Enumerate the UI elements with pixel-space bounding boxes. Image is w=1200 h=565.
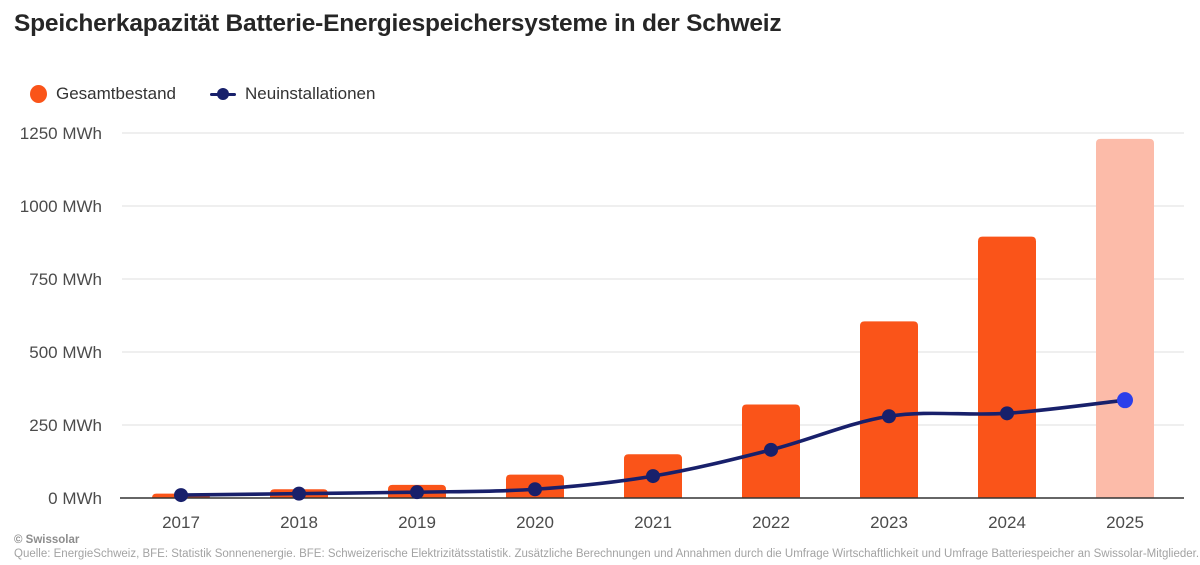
x-tick-label-2018: 2018 [280, 513, 318, 532]
line-dot-2019 [410, 485, 424, 500]
line-dot-2020 [528, 482, 542, 497]
chart-legend: Gesamtbestand Neuinstallationen [30, 84, 375, 104]
line-dot-2018 [292, 486, 306, 501]
y-tick-label: 0 MWh [48, 489, 102, 508]
bar-2025 [1096, 138, 1154, 498]
circle-icon [30, 85, 47, 103]
x-tick-label-2020: 2020 [516, 513, 554, 532]
line-dot-2023 [882, 409, 896, 424]
source-note: Quelle: EnergieSchweiz, BFE: Statistik S… [14, 548, 1200, 560]
bar-2024 [978, 236, 1036, 498]
line-dot-icon [210, 88, 237, 100]
line-dot-2024 [1000, 406, 1014, 421]
x-tick-label-2023: 2023 [870, 513, 908, 532]
x-tick-label-2022: 2022 [752, 513, 790, 532]
copyright-note: © Swissolar [14, 534, 80, 546]
line-dot-2017 [174, 488, 188, 503]
x-tick-label-2019: 2019 [398, 513, 436, 532]
y-tick-label: 1000 MWh [20, 197, 102, 216]
legend-item-neuinstallationen: Neuinstallationen [210, 84, 375, 104]
legend-label: Gesamtbestand [56, 84, 177, 103]
chart-title: Speicherkapazität Batterie-Energiespeich… [14, 10, 782, 37]
y-tick-label: 1250 MWh [20, 124, 102, 143]
y-tick-label: 750 MWh [29, 270, 102, 289]
x-tick-label-2021: 2021 [634, 513, 672, 532]
legend-item-gesamtbestand: Gesamtbestand [30, 84, 176, 104]
x-tick-label-2025: 2025 [1106, 513, 1144, 532]
y-tick-label: 500 MWh [29, 343, 102, 362]
x-tick-label-2024: 2024 [988, 513, 1026, 532]
line-dot-2022 [764, 442, 778, 457]
line-dot-2025 [1117, 392, 1133, 409]
x-tick-label-2017: 2017 [162, 513, 200, 532]
line-dot-2021 [646, 469, 660, 484]
legend-label: Neuinstallationen [245, 84, 376, 103]
y-tick-label: 250 MWh [29, 416, 102, 435]
